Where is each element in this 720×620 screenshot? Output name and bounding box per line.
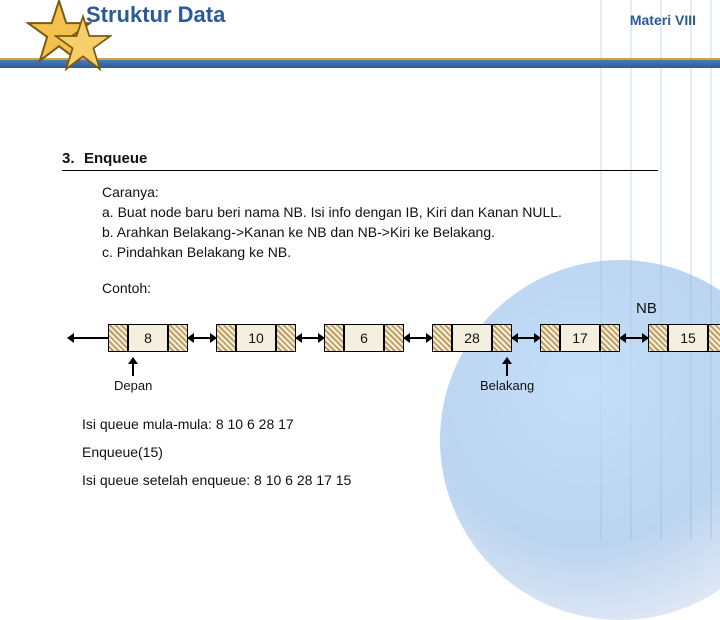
step-b: b. Arahkan Belakang->Kanan ke NB dan NB-… [102, 222, 562, 242]
link-arrow [512, 337, 540, 339]
steps-text: Caranya: a. Buat node baru beri nama NB.… [102, 182, 562, 262]
queue-diagram: 8 10 6 28 17 15 [68, 324, 720, 352]
depan-pointer: Depan [114, 358, 152, 393]
node-value: 10 [236, 324, 276, 352]
link-arrow [620, 337, 648, 339]
up-arrow-icon [132, 358, 134, 376]
link-arrow [404, 337, 432, 339]
belakang-pointer: Belakang [480, 358, 534, 393]
node-value: 17 [560, 324, 600, 352]
section-underline [62, 170, 658, 171]
node-value: 28 [452, 324, 492, 352]
node-left-ptr [648, 324, 668, 352]
depan-label: Depan [114, 378, 152, 393]
node-value: 6 [344, 324, 384, 352]
node-value: 15 [668, 324, 708, 352]
steps-intro: Caranya: [102, 182, 562, 202]
queue-call: Enqueue(15) [82, 444, 163, 460]
queue-after: Isi queue setelah enqueue: 8 10 6 28 17 … [82, 472, 351, 488]
node-right-ptr [708, 324, 720, 352]
materi-label: Materi VIII [630, 12, 696, 28]
node-value: 8 [128, 324, 168, 352]
link-arrow [188, 337, 216, 339]
section-heading: Enqueue [84, 150, 147, 167]
node-right-ptr [600, 324, 620, 352]
belakang-label: Belakang [480, 378, 534, 393]
node-left-ptr [324, 324, 344, 352]
queue-before: Isi queue mula-mula: 8 10 6 28 17 [82, 416, 294, 432]
link-arrow [296, 337, 324, 339]
step-a: a. Buat node baru beri nama NB. Isi info… [102, 202, 562, 222]
node-left-ptr [108, 324, 128, 352]
star-icon [54, 14, 112, 72]
leading-arrow [68, 337, 108, 339]
node-right-ptr [276, 324, 296, 352]
node-left-ptr [540, 324, 560, 352]
background-globe [440, 260, 720, 620]
node-right-ptr [168, 324, 188, 352]
contoh-label: Contoh: [102, 280, 151, 296]
node-right-ptr [492, 324, 512, 352]
section-number: 3. [62, 150, 75, 167]
up-arrow-icon [506, 358, 508, 376]
node-left-ptr [432, 324, 452, 352]
nb-label: NB [636, 300, 657, 317]
step-c: c. Pindahkan Belakang ke NB. [102, 242, 562, 262]
node-left-ptr [216, 324, 236, 352]
node-right-ptr [384, 324, 404, 352]
